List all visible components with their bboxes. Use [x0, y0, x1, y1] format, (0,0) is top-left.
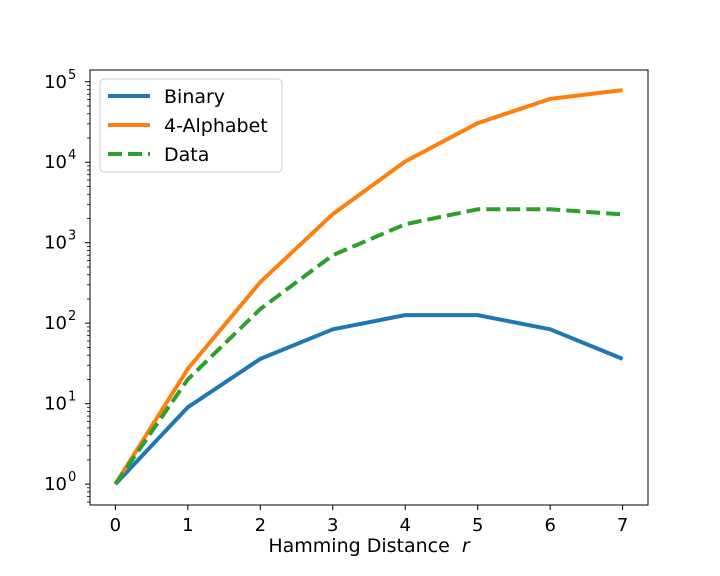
x-tick-label: 4: [400, 515, 411, 536]
series-line-0: [113, 313, 624, 486]
legend: Binary 4-Alphabet Data: [99, 78, 283, 173]
series-lines: [113, 88, 624, 486]
x-axis-ticks: 0 1 2 3 4 5 6 7: [110, 505, 628, 536]
x-tick-label: 6: [544, 515, 555, 536]
y-tick-exponent: 5: [68, 68, 76, 83]
y-tick-label: 10: [44, 313, 67, 334]
y-tick-label: 10: [44, 72, 67, 93]
x-tick-label: 1: [182, 515, 193, 536]
x-tick-label: 5: [472, 515, 483, 536]
series-line-2: [113, 207, 623, 486]
legend-label-1: 4-Alphabet: [164, 115, 268, 137]
x-axis-label-variable: r: [462, 535, 471, 557]
x-tick-label: 2: [255, 515, 266, 536]
x-axis-label-text: Hamming Distance: [268, 535, 449, 557]
series-line-1: [113, 88, 623, 486]
y-tick-label: 10: [44, 233, 67, 254]
legend-box: [99, 78, 283, 173]
x-tick-label: 7: [617, 515, 628, 536]
y-tick-exponent: 4: [68, 148, 76, 163]
legend-label-2: Data: [164, 144, 209, 166]
y-tick-exponent: 2: [68, 309, 76, 324]
x-tick-label: 3: [327, 515, 338, 536]
y-tick-label: 10: [44, 152, 67, 173]
y-tick-label: 10: [44, 474, 67, 495]
legend-label-0: Binary: [164, 86, 225, 108]
y-tick-label: 10: [44, 394, 67, 415]
y-tick-exponent: 1: [68, 390, 76, 405]
y-tick-exponent: 3: [68, 229, 76, 244]
x-axis-label: Hamming Distance r: [268, 535, 471, 557]
x-tick-label: 0: [110, 515, 121, 536]
plot-frame: [89, 69, 649, 506]
y-tick-exponent: 0: [68, 470, 76, 485]
